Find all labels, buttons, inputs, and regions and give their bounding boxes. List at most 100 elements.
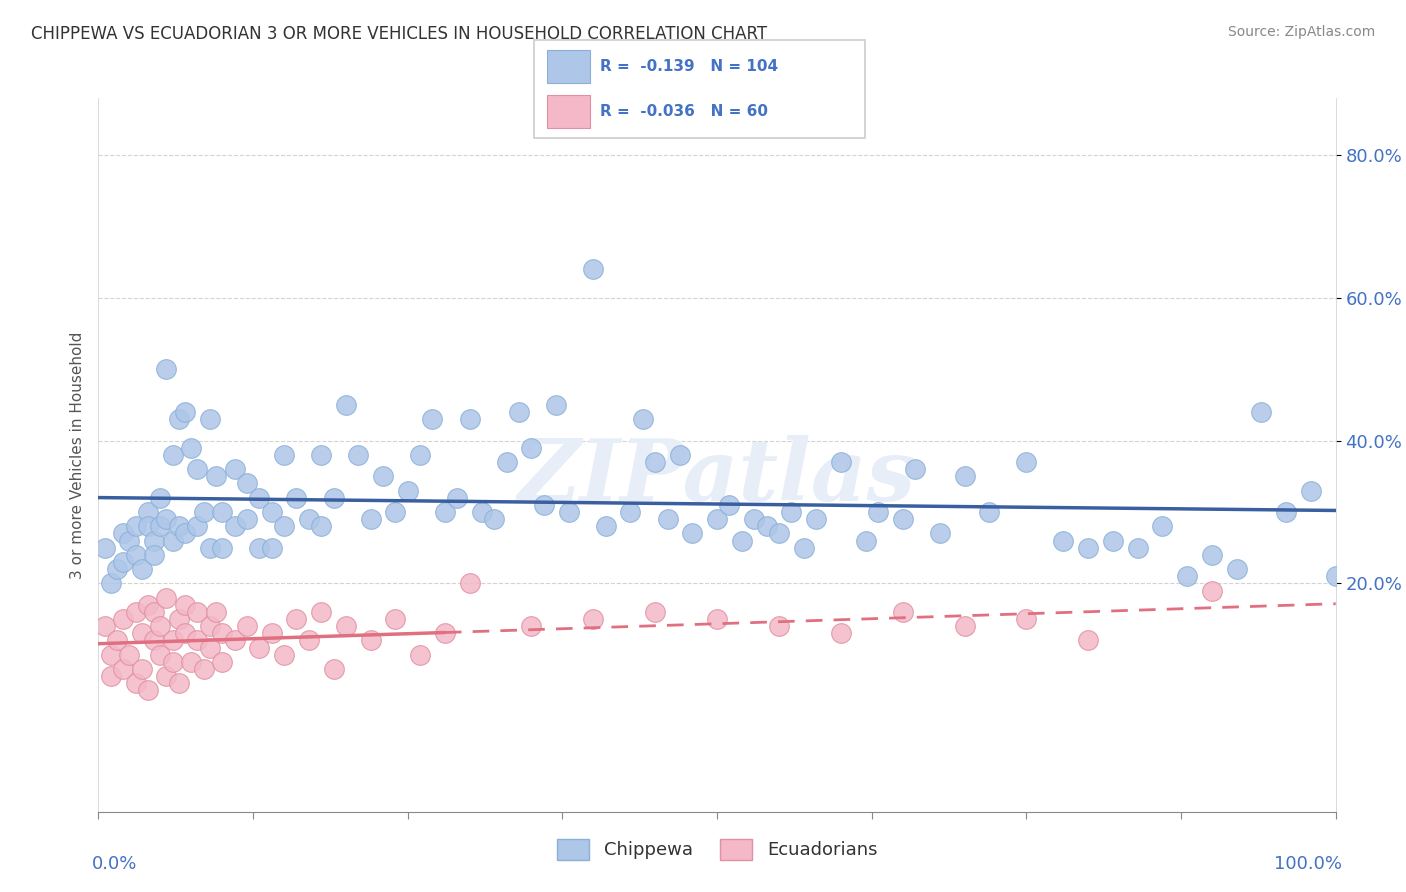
Point bbox=[1324, 569, 1347, 583]
Point bbox=[273, 448, 295, 462]
Point bbox=[93, 541, 115, 555]
Point bbox=[205, 605, 228, 619]
Point bbox=[131, 562, 153, 576]
Point bbox=[830, 455, 852, 469]
Point bbox=[247, 640, 270, 655]
Text: 0.0%: 0.0% bbox=[93, 855, 138, 872]
Point bbox=[224, 519, 246, 533]
Bar bbox=[547, 95, 591, 128]
Point bbox=[174, 598, 197, 612]
Point bbox=[247, 491, 270, 505]
Point bbox=[1102, 533, 1125, 548]
Point bbox=[112, 526, 135, 541]
Point bbox=[1201, 548, 1223, 562]
Point bbox=[236, 512, 259, 526]
FancyBboxPatch shape bbox=[534, 40, 865, 138]
Point bbox=[631, 412, 654, 426]
Point bbox=[335, 619, 357, 633]
Point bbox=[211, 505, 233, 519]
Point bbox=[755, 519, 778, 533]
Text: CHIPPEWA VS ECUADORIAN 3 OR MORE VEHICLES IN HOUSEHOLD CORRELATION CHART: CHIPPEWA VS ECUADORIAN 3 OR MORE VEHICLE… bbox=[31, 25, 768, 43]
Point bbox=[186, 462, 208, 476]
Point bbox=[619, 505, 641, 519]
Point bbox=[174, 626, 197, 640]
Point bbox=[131, 626, 153, 640]
Point bbox=[718, 498, 741, 512]
Point bbox=[162, 448, 184, 462]
Point bbox=[198, 640, 221, 655]
Point bbox=[1077, 633, 1099, 648]
Point bbox=[100, 648, 122, 662]
Text: R =  -0.036   N = 60: R = -0.036 N = 60 bbox=[600, 104, 768, 120]
Point bbox=[891, 512, 914, 526]
Point bbox=[595, 519, 617, 533]
Point bbox=[100, 576, 122, 591]
Point bbox=[830, 626, 852, 640]
Point bbox=[105, 562, 128, 576]
Point bbox=[143, 548, 166, 562]
Point bbox=[298, 512, 321, 526]
Point bbox=[143, 633, 166, 648]
Point bbox=[644, 605, 666, 619]
Point bbox=[149, 619, 172, 633]
Point bbox=[953, 619, 976, 633]
Point bbox=[136, 683, 159, 698]
Point bbox=[1077, 541, 1099, 555]
Point bbox=[742, 512, 765, 526]
Point bbox=[979, 505, 1001, 519]
Point bbox=[298, 633, 321, 648]
Point bbox=[236, 619, 259, 633]
Point bbox=[409, 648, 432, 662]
Point bbox=[167, 412, 190, 426]
Point bbox=[520, 441, 543, 455]
Point bbox=[211, 655, 233, 669]
Point bbox=[180, 441, 202, 455]
Point bbox=[657, 512, 679, 526]
Point bbox=[224, 633, 246, 648]
Point bbox=[100, 669, 122, 683]
Point bbox=[384, 505, 406, 519]
Point bbox=[105, 633, 128, 648]
Point bbox=[347, 448, 370, 462]
Point bbox=[155, 512, 177, 526]
Point bbox=[1126, 541, 1149, 555]
Point bbox=[706, 512, 728, 526]
Point bbox=[731, 533, 754, 548]
Point bbox=[162, 655, 184, 669]
Point bbox=[162, 633, 184, 648]
Point bbox=[309, 519, 332, 533]
Point bbox=[706, 612, 728, 626]
Point bbox=[1275, 505, 1298, 519]
Point bbox=[112, 662, 135, 676]
Point bbox=[211, 626, 233, 640]
Point bbox=[112, 612, 135, 626]
Point bbox=[124, 605, 146, 619]
Point bbox=[322, 662, 344, 676]
Point bbox=[1201, 583, 1223, 598]
Point bbox=[520, 619, 543, 633]
Point bbox=[143, 605, 166, 619]
Point bbox=[112, 555, 135, 569]
Point bbox=[309, 448, 332, 462]
Point bbox=[768, 526, 790, 541]
Point bbox=[891, 605, 914, 619]
Point bbox=[1015, 612, 1038, 626]
Point bbox=[384, 612, 406, 626]
Y-axis label: 3 or more Vehicles in Household: 3 or more Vehicles in Household bbox=[69, 331, 84, 579]
Point bbox=[360, 633, 382, 648]
Point bbox=[780, 505, 803, 519]
Point bbox=[409, 448, 432, 462]
Point bbox=[186, 633, 208, 648]
Point bbox=[131, 662, 153, 676]
Point bbox=[136, 598, 159, 612]
Point bbox=[260, 541, 283, 555]
Point bbox=[458, 412, 481, 426]
Point bbox=[855, 533, 877, 548]
Point bbox=[174, 405, 197, 419]
Point bbox=[285, 612, 308, 626]
Point bbox=[557, 505, 579, 519]
Text: 100.0%: 100.0% bbox=[1274, 855, 1341, 872]
Point bbox=[124, 676, 146, 690]
Point bbox=[167, 676, 190, 690]
Point bbox=[124, 548, 146, 562]
